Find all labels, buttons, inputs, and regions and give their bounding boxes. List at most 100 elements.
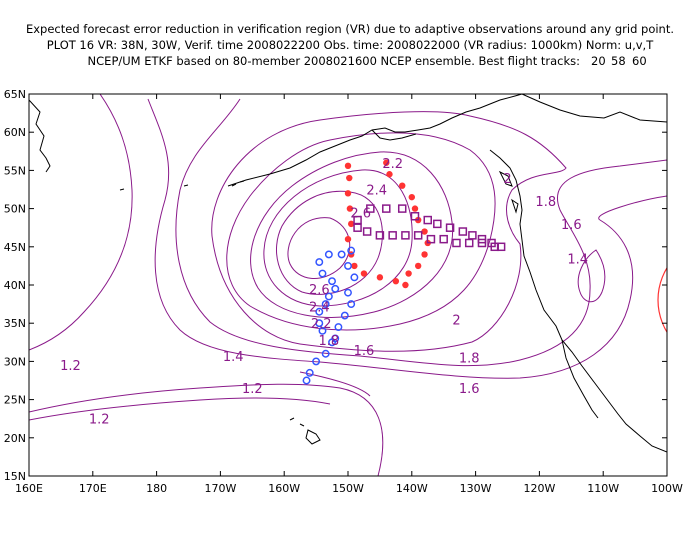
track-60-point — [464, 238, 474, 248]
lon-tick-label: 120W — [523, 482, 555, 495]
title-line-3-text: NCEP/UM ETKF based on 80-member 20080216… — [88, 54, 580, 68]
lat-tick-label: 20N — [4, 432, 26, 445]
contour-label: 2 — [503, 172, 511, 187]
title-line-2: PLOT 16 VR: 38N, 30W, Verif. time 200802… — [47, 38, 654, 52]
contour-label: 1.2 — [242, 382, 263, 397]
contour-label: 2.6 — [350, 206, 371, 221]
contour-label: 2 — [452, 313, 460, 328]
contour-label: 2.2 — [311, 317, 332, 332]
track-58-point — [337, 250, 346, 259]
track-58-point — [331, 334, 340, 343]
track-60-point — [382, 204, 391, 213]
track-60-point — [388, 231, 397, 240]
track-58-point — [312, 357, 321, 366]
contour-label: 1.4 — [567, 252, 588, 267]
flight-tracks — [302, 159, 506, 385]
contour-label: 1.4 — [223, 350, 244, 365]
track-20-point — [421, 251, 428, 258]
lat-tick-label: 40N — [4, 279, 26, 292]
track-20-point — [414, 262, 422, 270]
contour-lines — [29, 94, 667, 476]
contour-1-6 — [175, 98, 667, 367]
title-line-1: Expected forecast error reduction in ver… — [26, 22, 674, 36]
track-20-point — [344, 162, 352, 170]
contour-1-2-lower — [29, 397, 331, 421]
lat-tick-label: 45N — [4, 241, 26, 254]
contour-1-4-east — [577, 249, 606, 303]
track-58-point — [324, 292, 333, 301]
track-58-point — [315, 319, 324, 328]
track-58-point — [321, 300, 330, 309]
contour-2-8 — [287, 217, 351, 280]
contour-label: 1.6 — [561, 218, 582, 233]
track-58-point — [305, 368, 314, 377]
track-20-point — [411, 205, 419, 212]
lat-tick-label: 25N — [4, 394, 26, 407]
track-20-point — [346, 174, 353, 182]
track-60-point — [362, 227, 372, 236]
contour-label: 1.2 — [89, 413, 110, 428]
track-58-point — [344, 261, 352, 270]
track-60-point — [445, 223, 455, 232]
contour-2-4 — [263, 169, 413, 307]
contour-label: 1.6 — [459, 382, 480, 397]
track-20-point — [421, 228, 428, 235]
track-58-point — [302, 376, 311, 385]
track-58-point — [328, 277, 336, 286]
contour-label: 1.8 — [535, 195, 556, 210]
coast-alaska-inner — [371, 129, 417, 141]
lat-tick-label: 60N — [4, 126, 26, 139]
contour-label: 1.8 — [319, 334, 340, 349]
track-20-point — [392, 277, 400, 285]
lat-tick-label: 30N — [4, 355, 26, 368]
track-20-point — [351, 262, 358, 270]
lat-tick-label: 15N — [4, 470, 26, 483]
lon-tick-label: 140W — [396, 482, 428, 495]
track-20-point — [344, 235, 352, 243]
contour-label: 2.4 — [366, 184, 387, 199]
lon-tick-label: 110W — [587, 482, 619, 495]
track-20-point — [346, 205, 354, 212]
track-id-58: 58 — [611, 54, 626, 68]
contour-label: 2.4 — [309, 300, 330, 315]
track-20-point — [386, 171, 393, 178]
track-60-point — [490, 242, 499, 252]
track-58-point — [315, 258, 324, 267]
lat-tick-label: 50N — [4, 203, 26, 216]
lon-tick-label: 130W — [460, 482, 492, 495]
lat-tick-label: 65N — [4, 88, 26, 101]
lon-tick-label: 100W — [651, 482, 683, 495]
contour-label: 2.2 — [382, 157, 403, 172]
track-60-point — [426, 234, 436, 244]
contour-label: 2.6 — [309, 283, 330, 298]
track-58-point — [331, 284, 340, 293]
contour-1-2-west — [29, 94, 133, 351]
lon-tick-label: 160W — [268, 482, 300, 495]
track-60-point — [413, 231, 423, 240]
contour-labels: 2.2 2.4 2.6 2 1.8 1.6 1.4 2.6 2.4 2.2 1.8 1.6 1.4 1.2… — [60, 157, 588, 428]
coastlines — [29, 94, 667, 453]
track-20-point — [402, 281, 409, 289]
coast-bc-washington — [489, 149, 667, 453]
coast-namerica — [521, 94, 667, 123]
track-id-60: 60 — [632, 54, 647, 68]
track-58-point — [344, 288, 352, 297]
lon-tick-label: 150W — [332, 482, 364, 495]
contour-label: 1.6 — [354, 344, 375, 359]
track-60-point — [452, 238, 461, 248]
coast-asia — [29, 99, 51, 173]
track-60-point — [375, 231, 385, 240]
coast-baja — [561, 339, 599, 419]
contour-1-4 — [147, 98, 667, 379]
track-58-point — [347, 246, 356, 255]
track-60-point — [439, 234, 448, 244]
contour-2-0 — [226, 132, 496, 331]
coast-islands-bc — [498, 170, 519, 214]
lat-tick-label: 55N — [4, 164, 26, 177]
track-id-20: 20 — [591, 54, 606, 68]
lon-tick-label: 170E — [79, 482, 107, 495]
track-58-point — [318, 269, 327, 278]
track-58-point — [318, 326, 327, 335]
track-20-point — [399, 182, 406, 189]
